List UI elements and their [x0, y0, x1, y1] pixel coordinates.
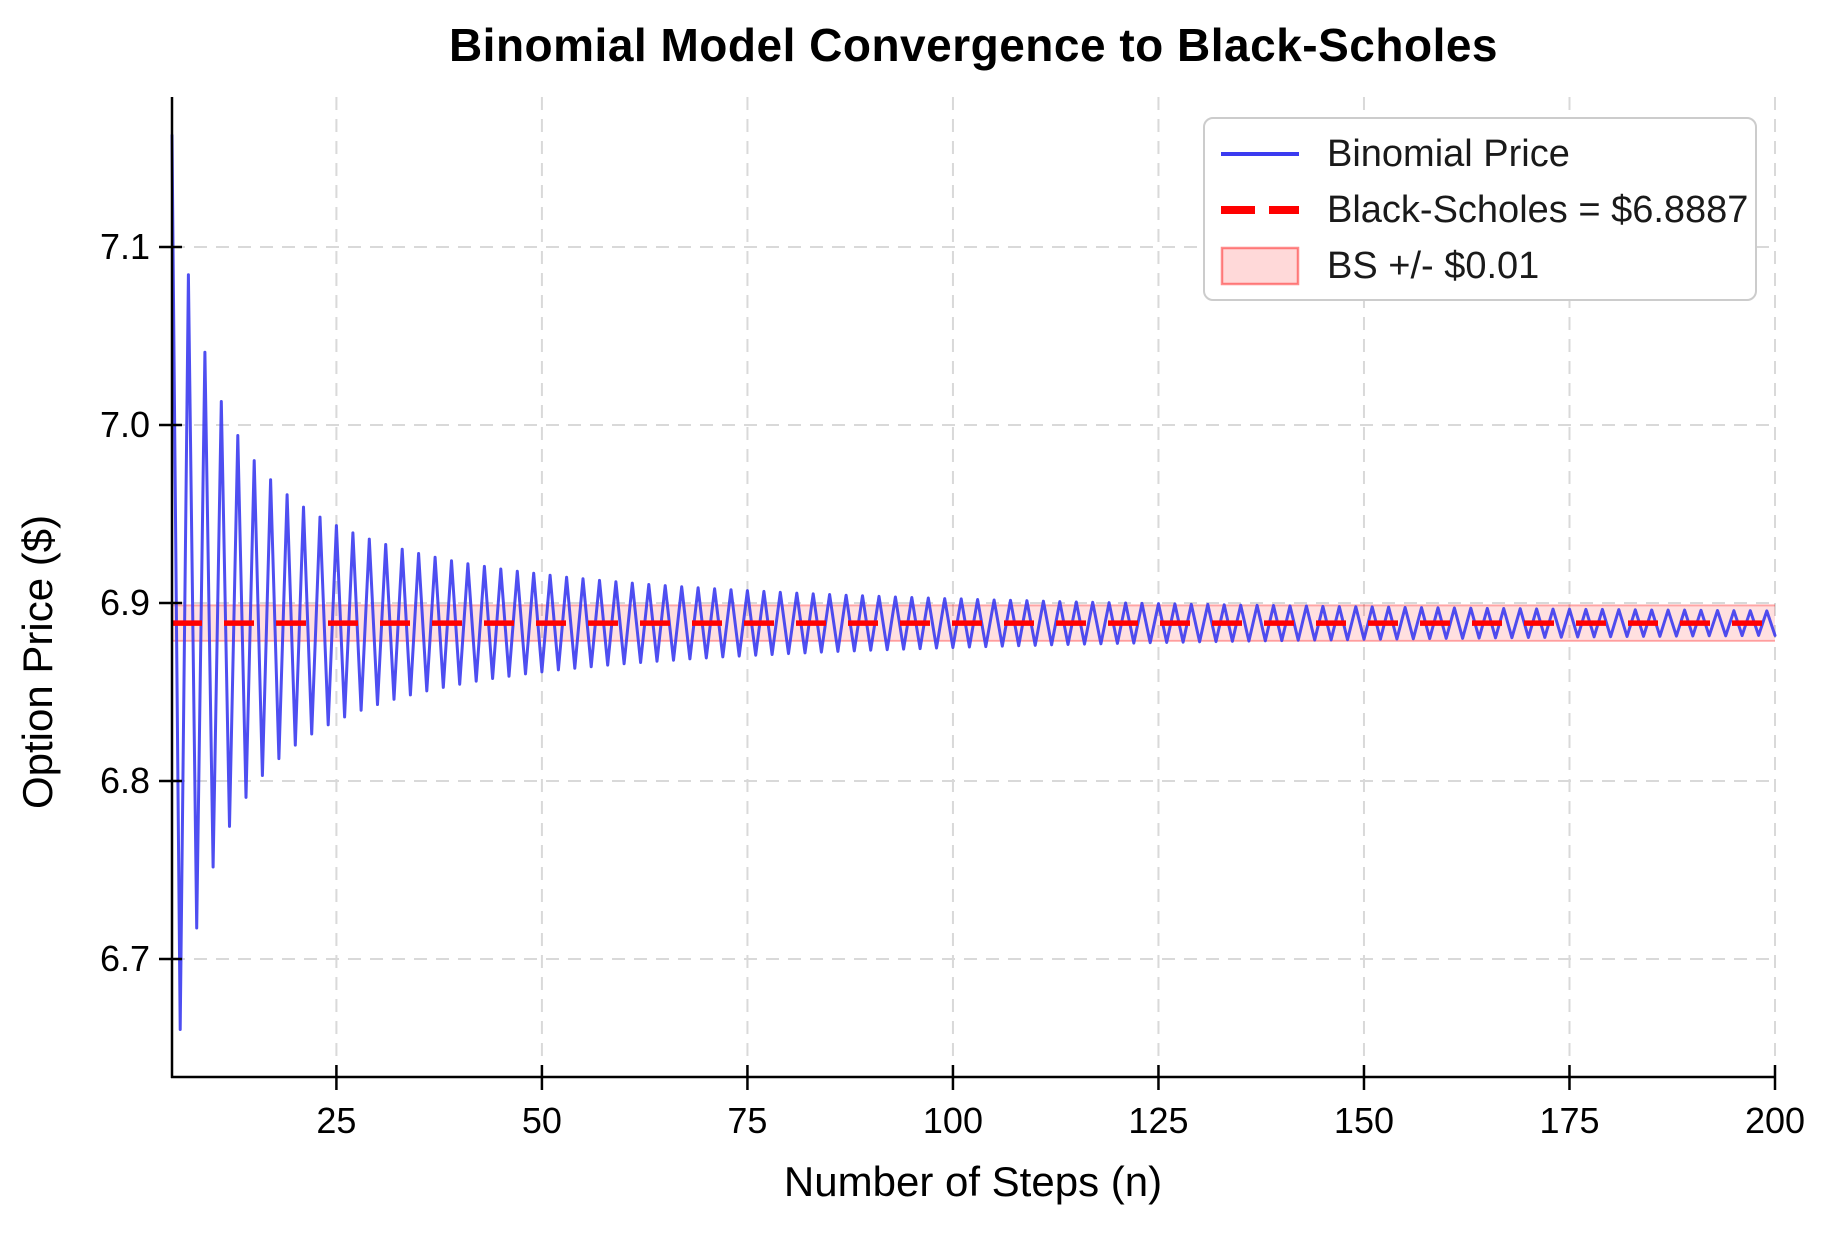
chart-title: Binomial Model Convergence to Black-Scho…: [448, 19, 1499, 71]
axes-spines: [170, 97, 1775, 1079]
x-tick-label: 25: [316, 1100, 356, 1141]
y-tick-label: 6.9: [100, 582, 150, 623]
legend-label: Black-Scholes = $6.8887: [1327, 189, 1749, 231]
x-axis-label: Number of Steps (n): [784, 1158, 1162, 1205]
legend-item-band: BS +/- $0.01: [1219, 238, 1755, 294]
x-tick-label: 75: [727, 1100, 767, 1141]
x-tick-label: 100: [923, 1100, 983, 1141]
legend-sample-band-swatch-icon: [1219, 245, 1301, 287]
y-tick-label: 7.1: [100, 226, 150, 267]
x-tick-label: 200: [1745, 1100, 1805, 1141]
legend-sample-solid-line-icon: [1219, 148, 1301, 160]
x-tick-label: 150: [1334, 1100, 1394, 1141]
x-tick-label: 175: [1539, 1100, 1599, 1141]
legend: Binomial Price Black-Scholes = $6.8887 B…: [1203, 117, 1757, 301]
legend-sample-dashed-line-icon: [1219, 204, 1301, 216]
y-tick-label: 7.0: [100, 404, 150, 445]
y-tick-label: 6.8: [100, 760, 150, 801]
x-tick-label: 125: [1128, 1100, 1188, 1141]
x-tick-label: 50: [522, 1100, 562, 1141]
legend-label: Binomial Price: [1327, 133, 1570, 175]
y-tick-label: 6.7: [100, 938, 150, 979]
axis-ticks: [159, 245, 1777, 1090]
y-axis-label: Option Price ($): [14, 515, 61, 809]
axis-tick-labels: 25 50 75 100 125 150 175 200 7.1 7.0 6.9 6.8 6.7: [100, 226, 1805, 1141]
legend-item-black-scholes: Black-Scholes = $6.8887: [1219, 182, 1755, 238]
legend-item-binomial: Binomial Price: [1219, 126, 1755, 182]
legend-label: BS +/- $0.01: [1327, 245, 1540, 287]
